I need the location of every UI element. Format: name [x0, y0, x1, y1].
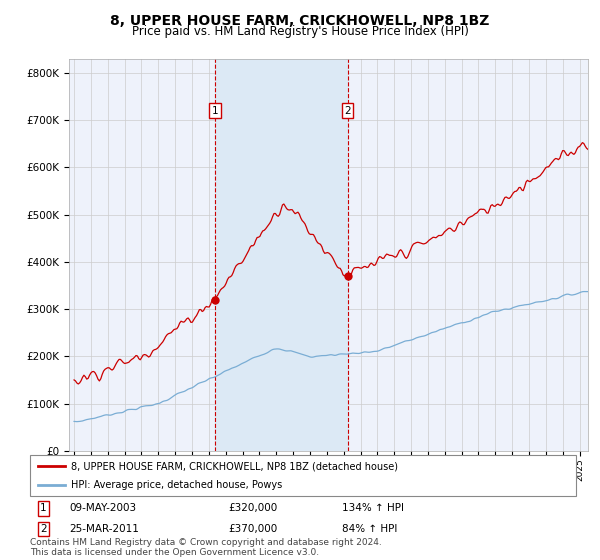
Text: Price paid vs. HM Land Registry's House Price Index (HPI): Price paid vs. HM Land Registry's House …	[131, 25, 469, 38]
Text: 84% ↑ HPI: 84% ↑ HPI	[342, 524, 397, 534]
Text: HPI: Average price, detached house, Powys: HPI: Average price, detached house, Powy…	[71, 480, 282, 491]
Text: £370,000: £370,000	[228, 524, 277, 534]
Text: 134% ↑ HPI: 134% ↑ HPI	[342, 503, 404, 514]
Text: 2: 2	[40, 524, 47, 534]
Text: 2: 2	[344, 106, 351, 116]
Text: 1: 1	[40, 503, 47, 514]
Bar	[215, 59, 347, 451]
Text: 8, UPPER HOUSE FARM, CRICKHOWELL, NP8 1BZ: 8, UPPER HOUSE FARM, CRICKHOWELL, NP8 1B…	[110, 14, 490, 28]
Text: Contains HM Land Registry data © Crown copyright and database right 2024.
This d: Contains HM Land Registry data © Crown c…	[30, 538, 382, 557]
FancyBboxPatch shape	[30, 455, 576, 496]
Text: £320,000: £320,000	[228, 503, 277, 514]
Text: 25-MAR-2011: 25-MAR-2011	[69, 524, 139, 534]
Text: 1: 1	[212, 106, 218, 116]
Text: 09-MAY-2003: 09-MAY-2003	[69, 503, 136, 514]
Text: 8, UPPER HOUSE FARM, CRICKHOWELL, NP8 1BZ (detached house): 8, UPPER HOUSE FARM, CRICKHOWELL, NP8 1B…	[71, 461, 398, 471]
